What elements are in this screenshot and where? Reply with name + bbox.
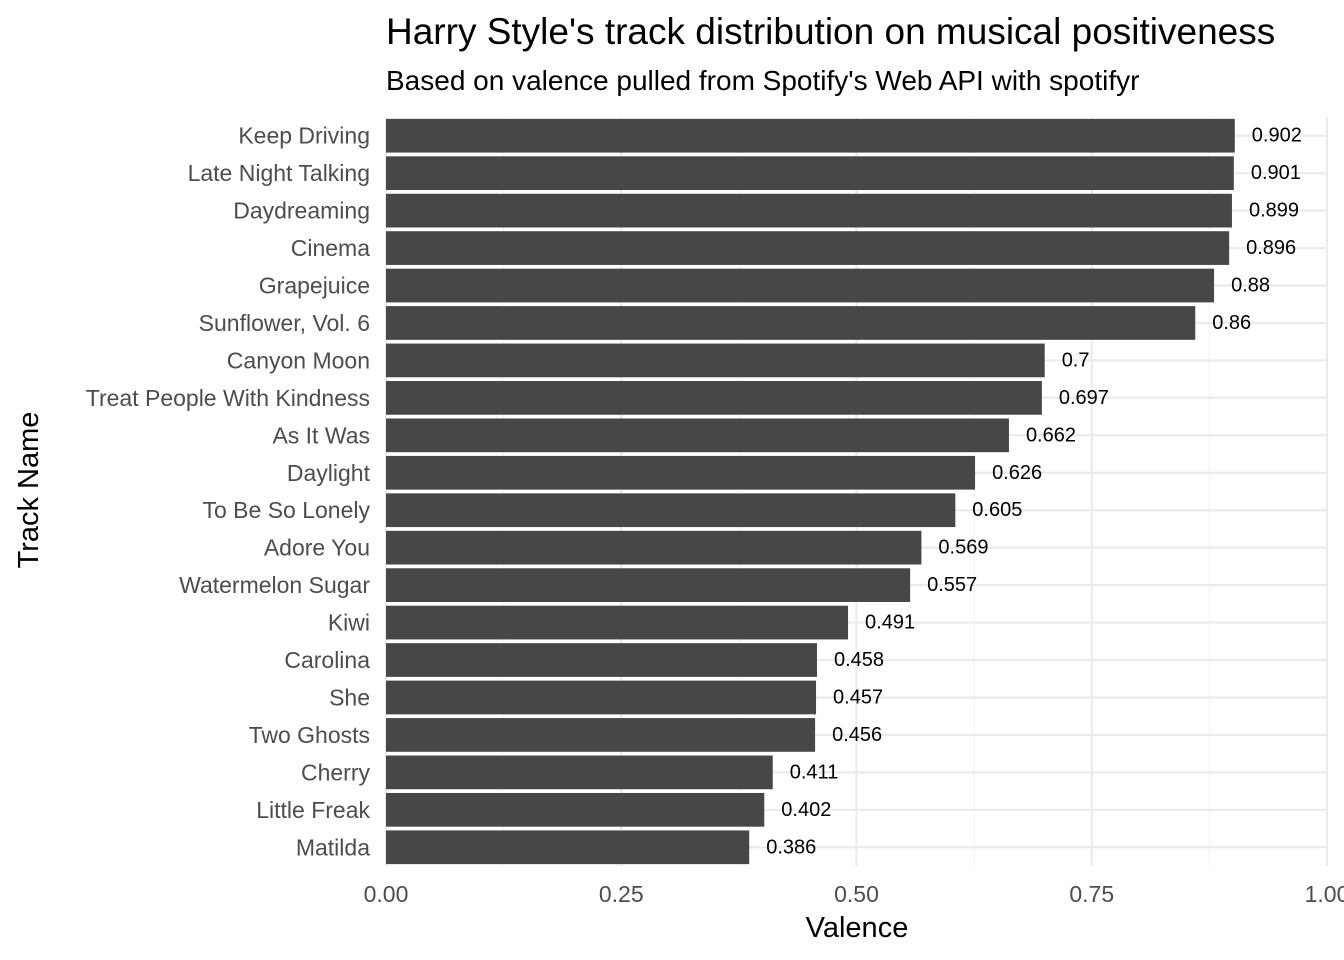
bar-value-label: 0.491: [865, 612, 915, 634]
x-tick-label: 0.50: [834, 881, 879, 907]
bar-value-label: 0.86: [1212, 312, 1251, 334]
bar: [386, 156, 1234, 191]
bar: [386, 193, 1232, 228]
y-tick-label: Cherry: [301, 759, 371, 785]
bar: [386, 680, 817, 715]
y-tick-label: Canyon Moon: [227, 347, 370, 373]
bar: [386, 643, 817, 677]
bar: [386, 418, 1009, 453]
bar: [386, 343, 1045, 378]
value-labels: 0.902 0.901 0.899 0.896 0.88 0.86 0.7 0.697 0.66…: [766, 125, 1302, 859]
bar: [386, 381, 1042, 415]
bar: [386, 455, 976, 490]
y-tick-label: Keep Driving: [238, 123, 370, 149]
y-tick-label: Treat People With Kindness: [86, 385, 370, 411]
chart-subtitle: Based on valence pulled from Spotify's W…: [386, 65, 1139, 96]
bar-value-label: 0.896: [1246, 237, 1296, 259]
x-tick-label: 0.25: [599, 881, 644, 907]
bar: [386, 493, 956, 528]
bar: [386, 530, 922, 565]
bar-value-label: 0.697: [1059, 387, 1109, 409]
bar: [386, 118, 1235, 153]
bar: [386, 306, 1196, 340]
y-tick-label: Daydreaming: [233, 198, 370, 224]
y-axis-tick-labels: Keep Driving Late Night Talking Daydreamin…: [86, 123, 371, 861]
bar: [386, 605, 849, 640]
bar-value-label: 0.569: [938, 537, 988, 559]
bars: [386, 118, 1235, 865]
y-tick-label: Little Freak: [256, 797, 370, 823]
bar: [386, 231, 1230, 265]
y-tick-label: She: [329, 684, 370, 710]
x-tick-label: 0.00: [364, 881, 409, 907]
y-tick-label: Cinema: [291, 235, 370, 261]
y-tick-label: Grapejuice: [259, 273, 370, 299]
bar-value-label: 0.411: [790, 761, 839, 783]
chart-title: Harry Style's track distribution on musi…: [386, 11, 1275, 52]
bar-value-label: 0.902: [1252, 125, 1302, 147]
bar-value-label: 0.456: [832, 724, 882, 746]
y-tick-label: To Be So Lonely: [202, 497, 370, 523]
bar: [386, 830, 750, 865]
y-tick-label: Two Ghosts: [249, 722, 370, 748]
y-tick-label: Watermelon Sugar: [179, 572, 370, 598]
bar-value-label: 0.386: [766, 836, 816, 858]
bar: [386, 718, 816, 752]
y-tick-label: As It Was: [272, 422, 370, 448]
y-tick-label: Kiwi: [328, 610, 370, 636]
y-axis-title: Track Name: [13, 412, 45, 569]
y-tick-label: Adore You: [264, 535, 370, 561]
bar-value-label: 0.605: [972, 499, 1022, 521]
bar-value-label: 0.557: [927, 574, 977, 596]
y-tick-label: Carolina: [284, 647, 370, 673]
bar: [386, 792, 765, 827]
bar-value-label: 0.402: [781, 799, 831, 821]
bar: [386, 755, 773, 790]
x-axis-title: Valence: [806, 912, 909, 944]
y-tick-label: Late Night Talking: [188, 160, 370, 186]
bar-value-label: 0.901: [1251, 162, 1301, 184]
bar-value-label: 0.7: [1062, 349, 1090, 371]
bar-value-label: 0.88: [1231, 275, 1270, 297]
y-tick-label: Daylight: [287, 460, 371, 486]
x-tick-label: 1.00: [1305, 881, 1344, 907]
bar: [386, 568, 911, 602]
y-tick-label: Matilda: [296, 834, 370, 860]
grid: [384, 117, 1329, 866]
y-tick-label: Sunflower, Vol. 6: [199, 310, 370, 336]
bar: [386, 268, 1215, 303]
bar-value-label: 0.662: [1026, 424, 1076, 446]
bar-value-label: 0.899: [1249, 200, 1299, 222]
bar-value-label: 0.458: [834, 649, 884, 671]
bar-value-label: 0.457: [833, 686, 883, 708]
x-axis-tick-labels: 0.00 0.25 0.50 0.75 1.00: [364, 881, 1344, 907]
bar-value-label: 0.626: [992, 462, 1042, 484]
x-tick-label: 0.75: [1069, 881, 1114, 907]
